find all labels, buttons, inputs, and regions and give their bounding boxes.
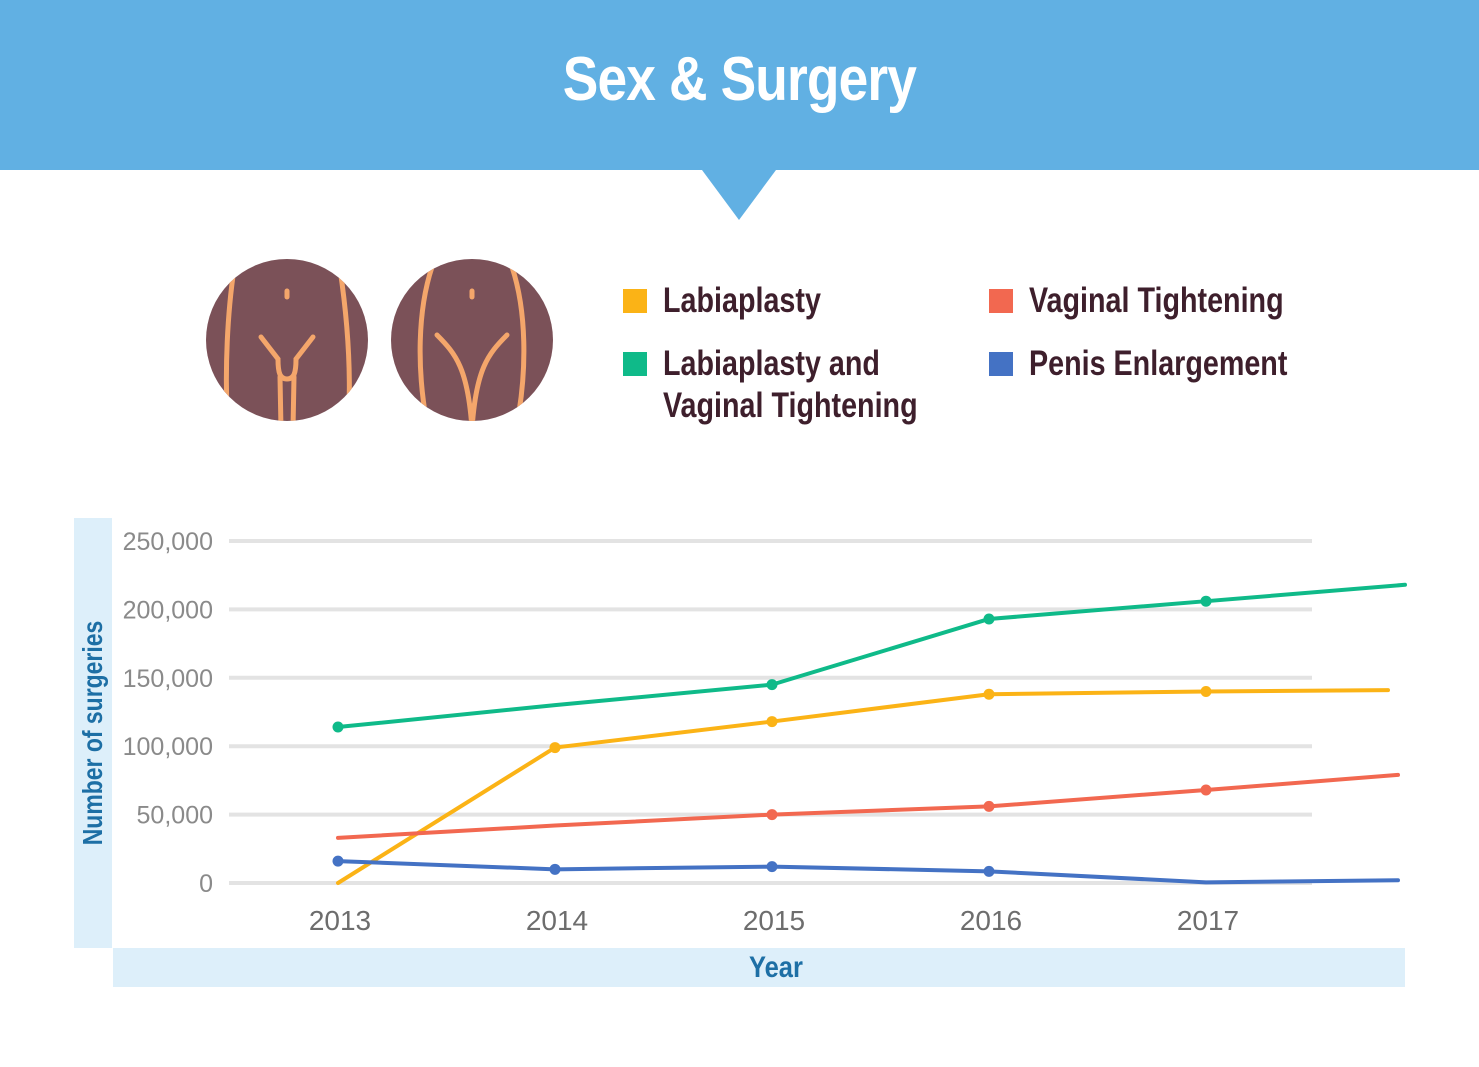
- legend-label: Vaginal Tightening: [1029, 281, 1284, 320]
- legend-swatch: [989, 352, 1013, 376]
- y-tick-label: 200,000: [123, 596, 213, 624]
- legend-swatch: [989, 289, 1013, 313]
- page-title: Sex & Surgery: [562, 45, 917, 114]
- x-tick-label: 2015: [743, 905, 805, 936]
- data-point: [983, 865, 995, 877]
- x-tick-label: 2017: [1177, 905, 1239, 936]
- legend-item-labiaplasty-and-vaginal-tightening: Labiaplasty and Vaginal Tightening: [623, 343, 993, 427]
- legend-label: Penis Enlargement: [1029, 344, 1288, 383]
- data-point: [766, 809, 778, 821]
- data-point: [983, 800, 995, 812]
- legend-label: Labiaplasty: [663, 281, 821, 320]
- header-banner: [0, 0, 1479, 170]
- legend-item-labiaplasty: Labiaplasty: [623, 280, 993, 322]
- y-axis-band: [74, 518, 112, 948]
- illustrations: [206, 259, 553, 421]
- y-tick-label: 250,000: [123, 528, 213, 556]
- series-line: [336, 582, 1407, 730]
- legend-swatch: [623, 289, 647, 313]
- x-axis-title: Year: [749, 951, 803, 984]
- x-tick-label: 2013: [309, 905, 371, 936]
- y-tick-label: 150,000: [123, 665, 213, 693]
- legend-item-penis-enlargement: Penis Enlargement: [989, 343, 1359, 385]
- legend-label: Labiaplasty and Vaginal Tightening: [663, 344, 918, 425]
- legend-swatch: [623, 352, 647, 376]
- data-point: [549, 742, 561, 754]
- data-point: [983, 688, 995, 700]
- series-line: [336, 772, 1400, 840]
- data-point: [1200, 685, 1212, 697]
- series-line: [336, 688, 1390, 885]
- data-point: [1200, 784, 1212, 796]
- data-point: [549, 863, 561, 875]
- data-point: [766, 861, 778, 873]
- y-tick-label: 0: [199, 870, 213, 898]
- data-point: [766, 679, 778, 691]
- y-tick-label: 100,000: [123, 733, 213, 761]
- data-point: [332, 855, 344, 867]
- data-point: [332, 721, 344, 733]
- data-point: [983, 613, 995, 625]
- x-tick-label: 2016: [960, 905, 1022, 936]
- data-point: [1200, 595, 1212, 607]
- data-point: [766, 716, 778, 728]
- x-tick-label: 2014: [526, 905, 588, 936]
- banner-pointer: [702, 170, 776, 220]
- y-tick-label: 50,000: [137, 802, 213, 830]
- x-axis-band: [113, 948, 1405, 987]
- legend-item-vaginal-tightening: Vaginal Tightening: [989, 280, 1359, 322]
- series-line: [336, 859, 1400, 885]
